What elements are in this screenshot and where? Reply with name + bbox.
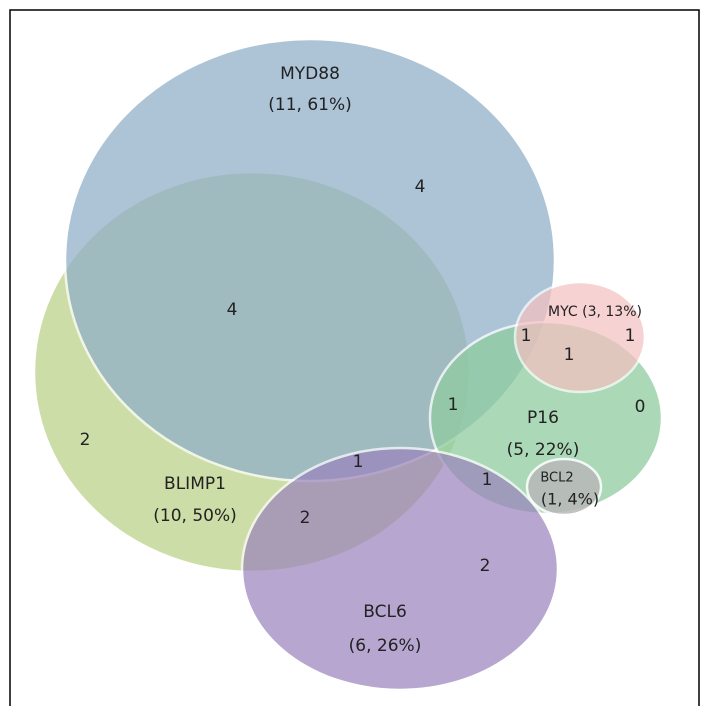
bcl6-ellipse xyxy=(240,446,560,692)
set-name: BCL6 xyxy=(363,602,407,622)
region-count: 1 xyxy=(521,326,532,346)
ellipses xyxy=(32,37,664,692)
bcl2-ellipse xyxy=(525,457,603,517)
set-name: MYC xyxy=(548,304,578,320)
set-count: (11, 61%) xyxy=(268,95,352,115)
region-count: 4 xyxy=(227,300,238,320)
region-count: 0 xyxy=(635,397,646,417)
set-count: (1, 4%) xyxy=(541,490,599,509)
region-count: 1 xyxy=(564,345,575,365)
set-label: MYC (3, 13%) xyxy=(548,304,642,320)
set-count: (6, 26%) xyxy=(349,636,422,656)
set-name: MYD88 xyxy=(280,64,340,84)
set-name: BCL2 xyxy=(540,471,573,486)
region-count: 4 xyxy=(415,177,426,197)
set-count: (10, 50%) xyxy=(153,506,237,526)
region-count: 2 xyxy=(480,556,491,576)
region-count: 2 xyxy=(300,508,311,528)
region-count: 1 xyxy=(353,452,364,472)
labels: MYD88 (11, 61%) BLIMP1 (10, 50%) BCL6 (6, 26%… xyxy=(80,64,646,656)
region-count: 1 xyxy=(448,395,459,415)
myc-ellipse xyxy=(513,280,647,394)
set-count: (3, 13%) xyxy=(582,304,642,320)
region-count: 1 xyxy=(625,326,636,346)
set-name: BLIMP1 xyxy=(164,474,226,494)
set-name: P16 xyxy=(527,408,559,428)
region-count: 1 xyxy=(482,470,493,490)
set-count: (5, 22%) xyxy=(507,440,580,460)
region-count: 2 xyxy=(80,430,91,450)
